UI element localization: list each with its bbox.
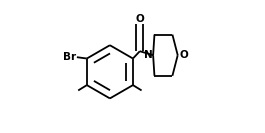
Text: N: N [144, 50, 153, 60]
Text: O: O [135, 14, 144, 24]
Text: O: O [180, 50, 188, 60]
Text: Br: Br [63, 52, 76, 62]
